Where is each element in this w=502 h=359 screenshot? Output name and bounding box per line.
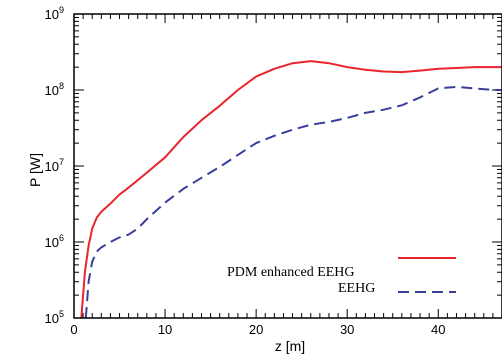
series-line-eehg bbox=[84, 85, 502, 319]
y-tick-label: 109 bbox=[45, 5, 64, 22]
legend: PDM enhanced EEHG EEHG bbox=[227, 257, 456, 296]
plot-frame bbox=[73, 13, 502, 319]
x-tick-label: 10 bbox=[158, 322, 172, 337]
y-tick-label: 105 bbox=[45, 309, 64, 326]
legend-label-eehg: EEHG bbox=[338, 281, 375, 296]
series-line-pdm-enhanced-eehg bbox=[80, 60, 502, 319]
x-tick-label: 0 bbox=[70, 322, 77, 337]
y-tick-label: 107 bbox=[45, 157, 64, 174]
tick-labels: 0 10 20 30 40 105 106 107 108 109 bbox=[45, 5, 446, 337]
x-tick-label: 30 bbox=[340, 322, 354, 337]
legend-label-pdm: PDM enhanced EEHG bbox=[227, 265, 355, 280]
x-tick-label: 20 bbox=[249, 322, 263, 337]
axis-ticks bbox=[73, 13, 502, 319]
x-tick-label: 40 bbox=[431, 322, 445, 337]
y-tick-label: 108 bbox=[45, 81, 64, 98]
y-tick-label: 106 bbox=[45, 233, 64, 250]
x-axis-title: z [m] bbox=[275, 338, 305, 354]
y-axis-title: P [W] bbox=[27, 153, 43, 187]
series-lines bbox=[80, 60, 502, 319]
